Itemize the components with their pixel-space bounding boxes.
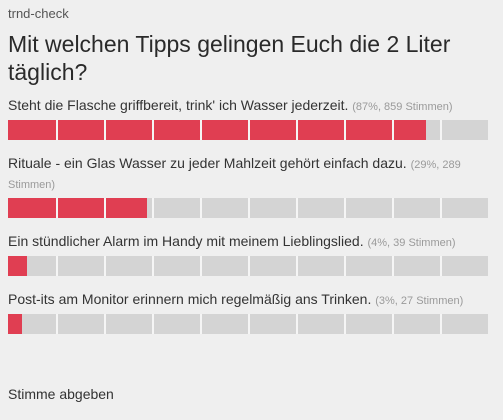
bar-segment-divider xyxy=(296,120,298,140)
poll-option-label: Ein stündlicher Alarm im Handy mit meine… xyxy=(8,233,364,249)
bar-segment-divider xyxy=(152,120,154,140)
bar-segment-divider xyxy=(200,120,202,140)
poll-option-1[interactable]: Rituale - ein Glas Wasser zu jeder Mahlz… xyxy=(8,154,495,218)
poll-option-stats: (3%, 27 Stimmen) xyxy=(375,295,464,307)
poll-question: Mit welchen Tipps gelingen Euch die 2 Li… xyxy=(8,31,451,85)
bar-segment-divider xyxy=(344,314,346,334)
bar-segment-divider xyxy=(152,256,154,276)
poll-option-text: Ein stündlicher Alarm im Handy mit meine… xyxy=(8,232,495,252)
bar-segment-divider xyxy=(296,256,298,276)
bar-segment-divider xyxy=(440,198,442,218)
bar-segment-divider xyxy=(104,256,106,276)
bar-segment-divider xyxy=(344,120,346,140)
bar-segment-divider xyxy=(152,314,154,334)
poll-option-stats: (4%, 39 Stimmen) xyxy=(367,237,456,249)
bar-segment-divider xyxy=(392,120,394,140)
poll-option-3[interactable]: Post-its am Monitor erinnern mich regelm… xyxy=(8,290,495,334)
result-bar-fill xyxy=(8,198,148,218)
bar-segment-divider xyxy=(104,314,106,334)
bar-segment-divider xyxy=(200,314,202,334)
bar-segment-divider xyxy=(248,314,250,334)
poll-option-text: Steht die Flasche griffbereit, trink' ic… xyxy=(8,96,495,116)
bar-segment-divider xyxy=(56,120,58,140)
bar-segment-divider xyxy=(296,198,298,218)
bar-segment-divider xyxy=(392,256,394,276)
bar-segment-divider xyxy=(56,256,58,276)
bar-segment-divider xyxy=(104,198,106,218)
result-bar xyxy=(8,120,488,140)
bar-segment-divider xyxy=(56,314,58,334)
bar-segment-divider xyxy=(56,198,58,218)
poll-option-text: Post-its am Monitor erinnern mich regelm… xyxy=(8,290,495,310)
poll-option-label: Rituale - ein Glas Wasser zu jeder Mahlz… xyxy=(8,155,407,171)
result-bar xyxy=(8,314,488,334)
poll-option-0[interactable]: Steht die Flasche griffbereit, trink' ic… xyxy=(8,96,495,140)
bar-segment-divider xyxy=(248,198,250,218)
poll-option-2[interactable]: Ein stündlicher Alarm im Handy mit meine… xyxy=(8,232,495,276)
bar-segment-divider xyxy=(440,120,442,140)
submit-vote-button[interactable]: Stimme abgeben xyxy=(8,386,114,402)
bar-segment-divider xyxy=(248,120,250,140)
result-bar-fill xyxy=(8,256,28,276)
result-bar xyxy=(8,256,488,276)
poll-option-label: Steht die Flasche griffbereit, trink' ic… xyxy=(8,97,349,113)
bar-segment-divider xyxy=(440,256,442,276)
result-bar-fill xyxy=(8,314,23,334)
bar-segment-divider xyxy=(344,256,346,276)
bar-segment-divider xyxy=(104,120,106,140)
bar-segment-divider xyxy=(440,314,442,334)
poll-option-text: Rituale - ein Glas Wasser zu jeder Mahlz… xyxy=(8,154,495,194)
bar-segment-divider xyxy=(248,256,250,276)
brand-label: trnd-check xyxy=(8,6,69,21)
bar-segment-divider xyxy=(200,256,202,276)
bar-segment-divider xyxy=(392,198,394,218)
bar-segment-divider xyxy=(392,314,394,334)
bar-segment-divider xyxy=(344,198,346,218)
poll-option-stats: (29%, 289 Stimmen) xyxy=(8,159,461,191)
bar-segment-divider xyxy=(152,198,154,218)
bar-segment-divider xyxy=(200,198,202,218)
poll-option-stats: (87%, 859 Stimmen) xyxy=(352,101,453,113)
poll-option-label: Post-its am Monitor erinnern mich regelm… xyxy=(8,291,372,307)
bar-segment-divider xyxy=(296,314,298,334)
result-bar xyxy=(8,198,488,218)
result-bar-fill xyxy=(8,120,426,140)
